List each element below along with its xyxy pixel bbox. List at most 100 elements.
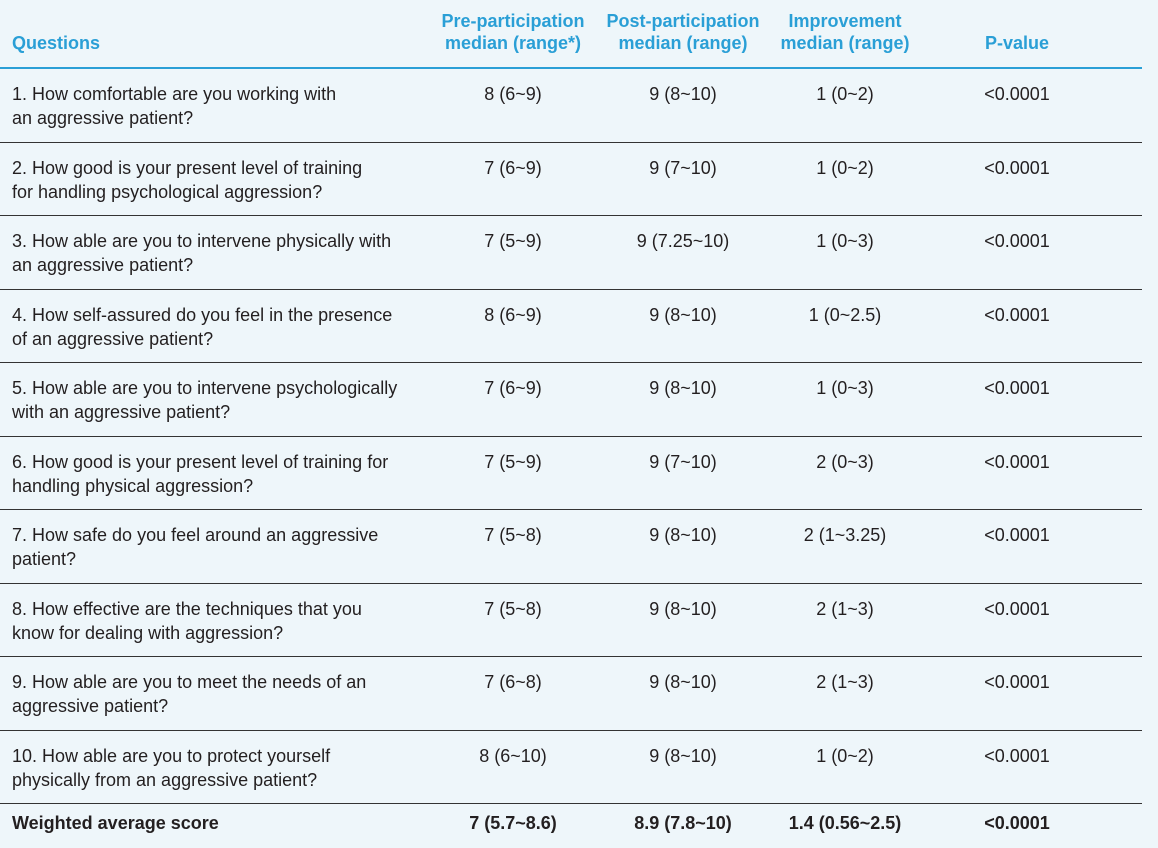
question-text: 9. How able are you to meet the needs of… bbox=[12, 672, 367, 692]
question-text: 2. How good is your present level of tra… bbox=[12, 157, 363, 178]
value-cell: 7 (5.7~8.6) bbox=[469, 813, 557, 833]
value-cell: 9 (8~10) bbox=[649, 672, 717, 692]
header-cell: Questions bbox=[12, 32, 100, 54]
header-text: Pre-participation bbox=[441, 11, 585, 31]
value-cell: <0.0001 bbox=[984, 84, 1050, 104]
question: 9. How able are you to meet the needs of… bbox=[12, 670, 462, 718]
value-cell: <0.0001 bbox=[984, 451, 1050, 472]
value-cell: <0.0001 bbox=[984, 231, 1050, 251]
row-separator bbox=[0, 288, 1142, 290]
value-cell: 9 (7~10) bbox=[649, 157, 717, 178]
header-text: median (range) bbox=[618, 33, 748, 53]
question: 10. How able are you to protect yourself… bbox=[12, 744, 462, 792]
question: 2. How good is your present level of tra… bbox=[12, 156, 462, 204]
value-cell: <0.0001 bbox=[984, 157, 1050, 178]
value-cell: 7 (6~9) bbox=[484, 378, 542, 398]
value-cell: 2 (1~3.25) bbox=[803, 525, 887, 545]
question-text: 3. How able are you to intervene physica… bbox=[12, 231, 392, 251]
question-text: of an aggressive patient? bbox=[12, 328, 214, 349]
value-cell: <0.0001 bbox=[984, 378, 1050, 398]
row-separator bbox=[0, 582, 1142, 584]
value-cell: 7 (5~8) bbox=[484, 525, 542, 545]
value-cell: <0.0001 bbox=[984, 672, 1050, 692]
header-text: median (range*) bbox=[444, 33, 582, 53]
value-cell: 1 (0~2) bbox=[816, 745, 874, 766]
row-separator bbox=[0, 509, 1142, 510]
question: 7. How safe do you feel around an aggres… bbox=[12, 523, 462, 571]
value-cell: <0.0001 bbox=[984, 598, 1050, 619]
value-cell: 1 (0~2.5) bbox=[808, 304, 882, 325]
value-cell: 9 (8~10) bbox=[649, 84, 717, 104]
value-cell: 1.4 (0.56~2.5) bbox=[788, 813, 902, 833]
value-cell: 2 (1~3) bbox=[816, 598, 874, 619]
question-text: 4. How self-assured do you feel in the p… bbox=[12, 304, 393, 325]
header-cell: Post-participation median (range) bbox=[588, 10, 778, 54]
question-text: 6. How good is your present level of tra… bbox=[12, 451, 389, 472]
header-text: Improvement bbox=[788, 11, 902, 31]
header-rule bbox=[0, 67, 1142, 69]
value-cell: 8 (6~9) bbox=[484, 84, 542, 104]
row-separator bbox=[0, 215, 1142, 216]
value-cell: 9 (7~10) bbox=[649, 451, 717, 472]
question-text: for handling psychological aggression? bbox=[12, 181, 323, 202]
question-text: 7. How safe do you feel around an aggres… bbox=[12, 525, 379, 545]
value-cell: 2 (1~3) bbox=[816, 672, 874, 692]
value-cell: 2 (0~3) bbox=[816, 451, 874, 472]
value-cell: 8.9 (7.8~10) bbox=[634, 813, 732, 833]
value-cell: 8 (6~9) bbox=[484, 304, 542, 325]
row-separator bbox=[0, 435, 1142, 437]
value-cell: 7 (5~8) bbox=[484, 598, 542, 619]
value-cell: 1 (0~2) bbox=[816, 157, 874, 178]
question: 6. How good is your present level of tra… bbox=[12, 450, 462, 498]
question: 1. How comfortable are you working with a… bbox=[12, 82, 462, 130]
question-text: an aggressive patient? bbox=[12, 255, 194, 275]
question: 4. How self-assured do you feel in the p… bbox=[12, 303, 462, 351]
question-text: an aggressive patient? bbox=[12, 108, 194, 128]
header-text: P-value bbox=[984, 33, 1050, 53]
value-cell: 9 (8~10) bbox=[649, 378, 717, 398]
value-cell: 1 (0~2) bbox=[816, 84, 874, 104]
row-separator bbox=[0, 656, 1142, 657]
value-cell: 9 (8~10) bbox=[649, 304, 717, 325]
value-cell: 1 (0~3) bbox=[816, 378, 874, 398]
question-text: 1. How comfortable are you working with bbox=[12, 84, 337, 104]
value-cell: 7 (5~9) bbox=[484, 231, 542, 251]
question-text: 5. How able are you to intervene psychol… bbox=[12, 378, 398, 398]
question: 8. How effective are the techniques that… bbox=[12, 597, 462, 645]
value-cell: 9 (8~10) bbox=[649, 598, 717, 619]
header-cell: Improvement median (range) bbox=[750, 10, 940, 54]
question-text: with an aggressive patient? bbox=[12, 402, 231, 422]
question: Weighted average score bbox=[12, 811, 462, 835]
value-cell: <0.0001 bbox=[984, 745, 1050, 766]
row-separator bbox=[0, 803, 1142, 804]
value-cell: 8 (6~10) bbox=[479, 745, 547, 766]
header-text: median (range) bbox=[780, 33, 910, 53]
header-text: Post-participation bbox=[606, 11, 760, 31]
question: 3. How able are you to intervene physica… bbox=[12, 229, 462, 277]
value-cell: 7 (6~9) bbox=[484, 157, 542, 178]
question-text: Weighted average score bbox=[12, 813, 219, 833]
value-cell: 1 (0~3) bbox=[816, 231, 874, 251]
value-cell: <0.0001 bbox=[984, 304, 1050, 325]
question-text: 10. How able are you to protect yourself bbox=[12, 745, 331, 766]
value-cell: 9 (8~10) bbox=[649, 745, 717, 766]
header-text: Questions bbox=[12, 33, 101, 53]
value-cell: 7 (5~9) bbox=[484, 451, 542, 472]
question-text: handling physical aggression? bbox=[12, 475, 254, 496]
value-cell: <0.0001 bbox=[984, 813, 1050, 833]
question-text: know for dealing with aggression? bbox=[12, 622, 284, 643]
row-separator bbox=[0, 141, 1142, 143]
value-cell: 9 (7.25~10) bbox=[636, 231, 730, 251]
question: 5. How able are you to intervene psychol… bbox=[12, 376, 462, 424]
value-cell: 9 (8~10) bbox=[649, 525, 717, 545]
question-text: patient? bbox=[12, 549, 77, 569]
value-cell: <0.0001 bbox=[984, 525, 1050, 545]
question-text: 8. How effective are the techniques that… bbox=[12, 598, 362, 619]
question-text: physically from an aggressive patient? bbox=[12, 769, 318, 790]
header-cell: Pre-participation median (range*) bbox=[418, 10, 608, 54]
header-cell: P-value bbox=[922, 32, 1112, 54]
row-separator bbox=[0, 729, 1142, 731]
question-text: aggressive patient? bbox=[12, 696, 169, 716]
row-separator bbox=[0, 362, 1142, 363]
